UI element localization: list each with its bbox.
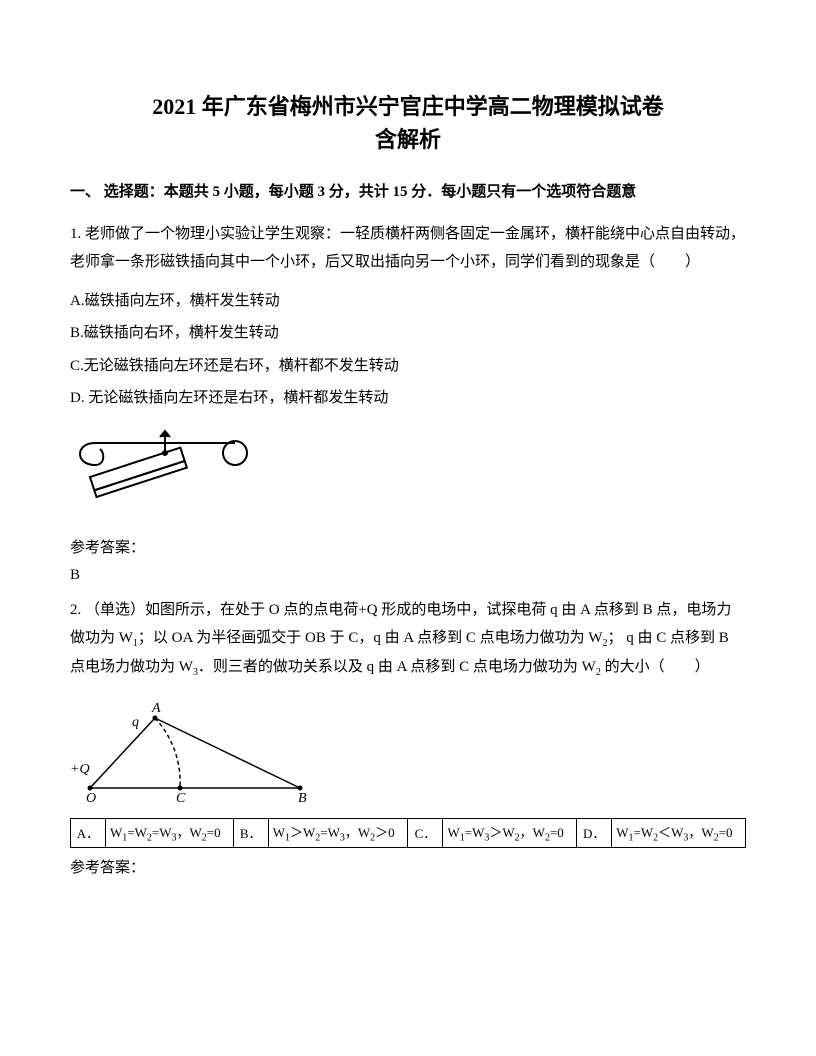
q2-choices-table: A． W1=W2=W3，W2=0 B． W1＞W2=W3，W2＞0 C． W1=… bbox=[70, 818, 746, 848]
q1-option-a: A.磁铁插向左环，横杆发生转动 bbox=[70, 287, 746, 316]
q1-option-b: B.磁铁插向右环，横杆发生转动 bbox=[70, 319, 746, 348]
t: W bbox=[616, 825, 628, 840]
t: W bbox=[447, 825, 459, 840]
t: ＞W bbox=[290, 825, 315, 840]
t: =0 bbox=[550, 825, 564, 840]
t: =W bbox=[320, 825, 340, 840]
q1-option-c: C.无论磁铁插向左环还是右环，横杆都不发生转动 bbox=[70, 352, 746, 381]
q2-figure-field: +Q q A O C B bbox=[70, 698, 330, 803]
q2-stem-part4: ．则三者的做功关系以及 q 由 A 点移到 C 点电场力做功为 W bbox=[198, 659, 596, 675]
label-Q: +Q bbox=[70, 762, 90, 777]
q2-stem-part5: 的大小（ ） bbox=[601, 659, 710, 675]
t: ，W bbox=[688, 825, 713, 840]
q1-figure-rod-magnet bbox=[70, 425, 260, 515]
t: ＜W bbox=[658, 825, 683, 840]
t: ＞0 bbox=[375, 825, 395, 840]
choice-D-text: W1=W2＜W3，W2=0 bbox=[612, 819, 746, 848]
t: =W bbox=[152, 825, 172, 840]
label-A: A bbox=[151, 701, 161, 716]
t: W bbox=[110, 825, 122, 840]
title-line-1: 2021 年广东省梅州市兴宁官庄中学高二物理模拟试卷 bbox=[152, 94, 664, 119]
title-line-2: 含解析 bbox=[375, 127, 441, 152]
t: ，W bbox=[177, 825, 202, 840]
page-container: 2021 年广东省梅州市兴宁官庄中学高二物理模拟试卷 含解析 一、 选择题：本题… bbox=[0, 0, 816, 917]
t: W bbox=[273, 825, 285, 840]
table-row: A． W1=W2=W3，W2=0 B． W1＞W2=W3，W2＞0 C． W1=… bbox=[71, 819, 746, 848]
q1-answer-value: B bbox=[70, 567, 746, 584]
choice-B-text: W1＞W2=W3，W2＞0 bbox=[268, 819, 408, 848]
choice-A-label: A． bbox=[71, 819, 106, 848]
q2-stem: 2. （单选）如图所示，在处于 O 点的点电荷+Q 形成的电场中，试探电荷 q … bbox=[70, 596, 746, 683]
t: =W bbox=[634, 825, 654, 840]
choice-C-text: W1=W3＞W2，W2=0 bbox=[443, 819, 577, 848]
t: =W bbox=[127, 825, 147, 840]
choice-B-label: B． bbox=[233, 819, 268, 848]
choice-D-label: D． bbox=[577, 819, 612, 848]
label-O: O bbox=[86, 791, 96, 803]
choice-C-label: C． bbox=[408, 819, 443, 848]
label-C: C bbox=[176, 791, 186, 803]
q1-stem: 1. 老师做了一个物理小实验让学生观察：一轻质横杆两侧各固定一金属环，横杆能绕中… bbox=[70, 220, 746, 277]
label-B: B bbox=[298, 791, 307, 803]
t: =W bbox=[465, 825, 485, 840]
t: =0 bbox=[719, 825, 733, 840]
q2-answer-label: 参考答案： bbox=[70, 856, 746, 877]
section-1-heading: 一、 选择题：本题共 5 小题，每小题 3 分，共计 15 分．每小题只有一个选… bbox=[70, 180, 746, 206]
q1-answer-label: 参考答案： bbox=[70, 536, 746, 557]
t: =0 bbox=[207, 825, 221, 840]
choice-A-text: W1=W2=W3，W2=0 bbox=[106, 819, 234, 848]
t: ，W bbox=[345, 825, 370, 840]
exam-title: 2021 年广东省梅州市兴宁官庄中学高二物理模拟试卷 含解析 bbox=[70, 90, 746, 156]
label-q: q bbox=[132, 715, 139, 730]
t: ＞W bbox=[489, 825, 514, 840]
t: ，W bbox=[520, 825, 545, 840]
q1-option-d: D. 无论磁铁插向左环还是右环，横杆都发生转动 bbox=[70, 384, 746, 413]
q2-stem-part2: ；以 OA 为半径画弧交于 OB 于 C，q 由 A 点移到 C 点电场力做功为… bbox=[138, 630, 603, 646]
